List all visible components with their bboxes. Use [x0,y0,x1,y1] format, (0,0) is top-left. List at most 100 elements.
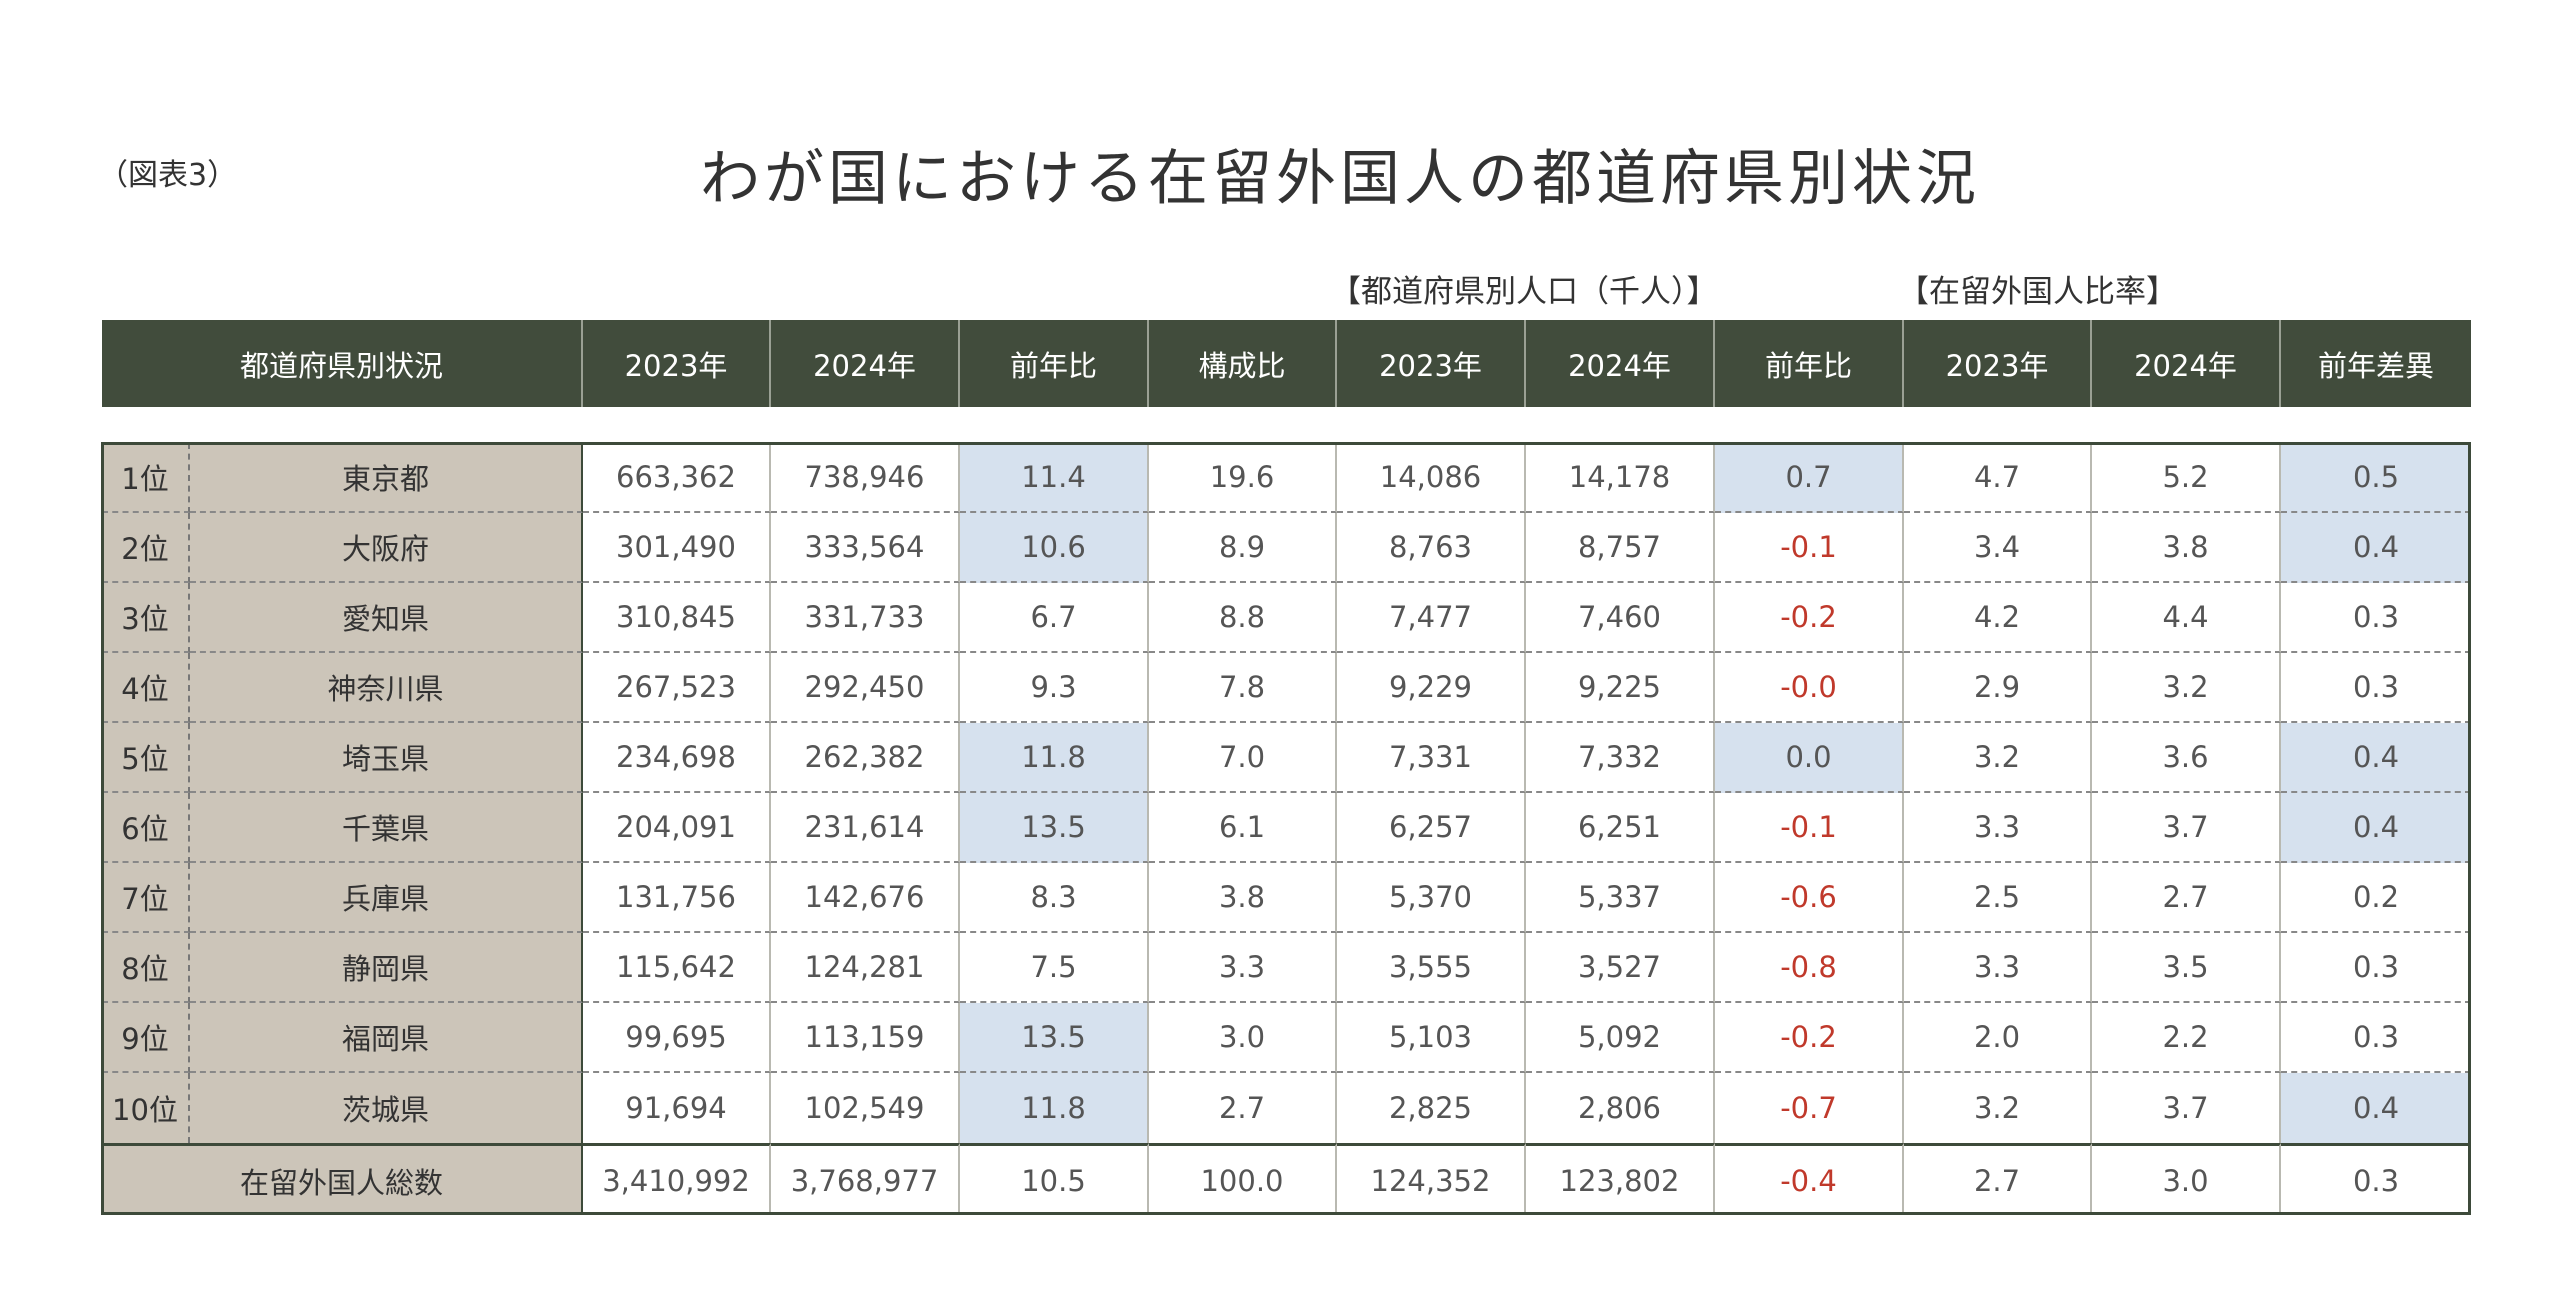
value-cell: 3,555 [1337,933,1526,1003]
value-cell: 131,756 [583,863,771,933]
value-cell: 4.4 [2092,583,2281,653]
value-cell: 234,698 [583,723,771,793]
value-cell: 8,763 [1337,513,1526,583]
header-cell: 2023年 [1904,320,2092,407]
value-cell: 738,946 [771,443,960,513]
group-header: 【在留外国人比率】 [1898,274,2177,310]
header-cell: 2024年 [1526,320,1715,407]
value-cell: 2.7 [1149,1073,1337,1143]
header-cell: 前年差異 [2281,320,2471,407]
header-cell: 構成比 [1149,320,1337,407]
value-cell: 292,450 [771,653,960,723]
value-cell: 102,549 [771,1073,960,1143]
rank-cell: 8位 [102,933,190,1003]
total-cell: 123,802 [1526,1143,1715,1215]
rank-cell: 4位 [102,653,190,723]
value-cell: 3.4 [1904,513,2092,583]
value-cell: 2.0 [1904,1003,2092,1073]
value-cell: 0.3 [2281,1003,2471,1073]
rank-cell: 10位 [102,1073,190,1143]
rank-cell: 6位 [102,793,190,863]
value-cell: 663,362 [583,443,771,513]
value-cell: 3.8 [1149,863,1337,933]
rank-cell: 9位 [102,1003,190,1073]
total-cell: 0.3 [2281,1143,2471,1215]
value-cell: 2.5 [1904,863,2092,933]
value-cell: 5,092 [1526,1003,1715,1073]
total-cell: 3,410,992 [583,1143,771,1215]
value-cell: 5,103 [1337,1003,1526,1073]
header-cell: 2023年 [1337,320,1526,407]
header-cell: 2024年 [2092,320,2281,407]
value-cell: 7,477 [1337,583,1526,653]
value-cell: 8,757 [1526,513,1715,583]
caption: （図表3） [98,158,238,193]
value-cell: -0.8 [1715,933,1904,1003]
value-cell: 2,825 [1337,1073,1526,1143]
value-cell: -0.0 [1715,653,1904,723]
header-cell: 2024年 [771,320,960,407]
value-cell: 6,257 [1337,793,1526,863]
rank-cell: 7位 [102,863,190,933]
value-cell: 3.3 [1149,933,1337,1003]
name-cell: 東京都 [190,443,583,513]
total-cell: 3.0 [2092,1143,2281,1215]
name-cell: 埼玉県 [190,723,583,793]
title: わが国における在留外国人の都道府県別状況 [700,144,1980,214]
value-cell: 0.4 [2281,513,2471,583]
value-cell: -0.2 [1715,1003,1904,1073]
value-cell: 3.0 [1149,1003,1337,1073]
total-label: 在留外国人総数 [102,1143,583,1215]
value-cell: 3.3 [1904,793,2092,863]
value-cell: 5.2 [2092,443,2281,513]
value-cell: 7,460 [1526,583,1715,653]
value-cell: 262,382 [771,723,960,793]
value-cell: 0.3 [2281,933,2471,1003]
total-cell: 10.5 [960,1143,1149,1215]
value-cell: 124,281 [771,933,960,1003]
total-cell: 3,768,977 [771,1143,960,1215]
value-cell: 7,332 [1526,723,1715,793]
value-cell: 2.7 [2092,863,2281,933]
value-cell: 9.3 [960,653,1149,723]
value-cell: 113,159 [771,1003,960,1073]
value-cell: 0.7 [1715,443,1904,513]
value-cell: 11.8 [960,723,1149,793]
value-cell: 11.8 [960,1073,1149,1143]
value-cell: 5,337 [1526,863,1715,933]
value-cell: 7.5 [960,933,1149,1003]
value-cell: 8.9 [1149,513,1337,583]
value-cell: 91,694 [583,1073,771,1143]
rank-cell: 5位 [102,723,190,793]
value-cell: 9,225 [1526,653,1715,723]
value-cell: 13.5 [960,793,1149,863]
value-cell: 333,564 [771,513,960,583]
value-cell: 2.2 [2092,1003,2281,1073]
value-cell: 5,370 [1337,863,1526,933]
value-cell: 231,614 [771,793,960,863]
value-cell: 14,178 [1526,443,1715,513]
value-cell: 0.2 [2281,863,2471,933]
header-cell: 前年比 [1715,320,1904,407]
value-cell: 0.0 [1715,723,1904,793]
value-cell: 301,490 [583,513,771,583]
header-cell: 前年比 [960,320,1149,407]
value-cell: 3.6 [2092,723,2281,793]
value-cell: 6.7 [960,583,1149,653]
header-cell: 都道府県別状況 [102,320,583,407]
value-cell: 0.3 [2281,653,2471,723]
value-cell: 204,091 [583,793,771,863]
total-cell: 124,352 [1337,1143,1526,1215]
group-header: 【都道府県別人口（千人）】 [1330,274,1718,310]
rank-cell: 3位 [102,583,190,653]
rank-cell: 2位 [102,513,190,583]
name-cell: 大阪府 [190,513,583,583]
value-cell: 3.5 [2092,933,2281,1003]
value-cell: 3,527 [1526,933,1715,1003]
value-cell: 10.6 [960,513,1149,583]
value-cell: 0.4 [2281,1073,2471,1143]
name-cell: 愛知県 [190,583,583,653]
value-cell: 3.8 [2092,513,2281,583]
value-cell: 19.6 [1149,443,1337,513]
value-cell: 0.4 [2281,723,2471,793]
